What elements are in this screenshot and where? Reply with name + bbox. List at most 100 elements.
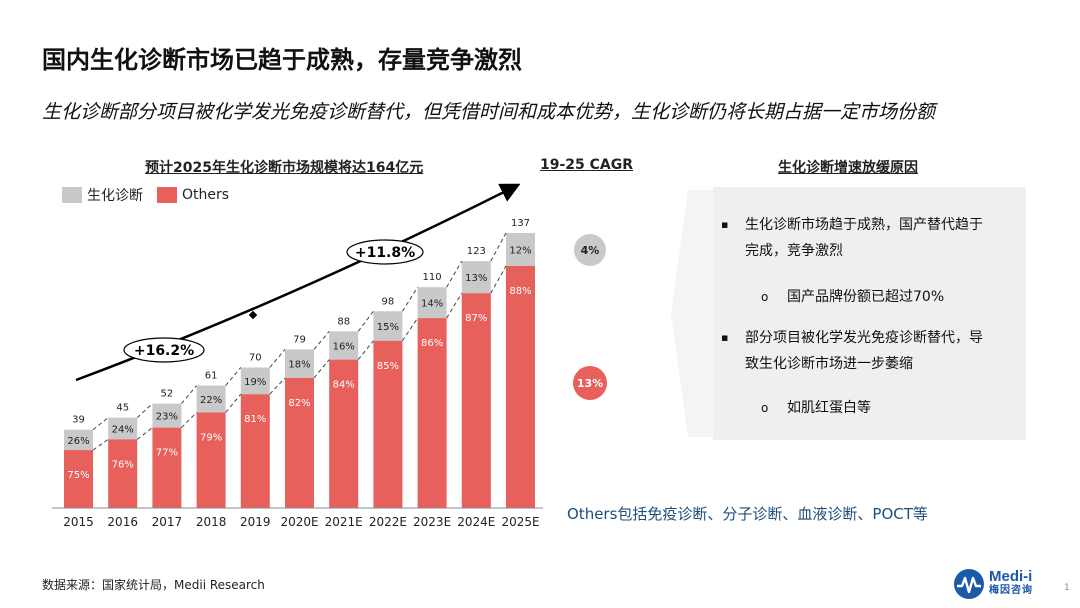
bar-segment-biochem xyxy=(64,429,93,451)
data-label-biochem-share: 15% xyxy=(377,322,399,333)
cagr-circle-biochem xyxy=(574,234,606,266)
legend-item-biochem: 生化诊断 xyxy=(62,185,143,205)
data-label-total: 110 xyxy=(423,272,442,283)
data-label-total: 61 xyxy=(205,371,218,382)
legend-item-others: Others xyxy=(157,187,229,203)
connector-line-total xyxy=(357,310,374,332)
bar-segment-others xyxy=(240,394,270,508)
data-label-biochem-share: 26% xyxy=(67,436,89,447)
data-label-total: 70 xyxy=(249,352,262,363)
legend-label-biochem: 生化诊断 xyxy=(87,188,143,204)
data-label-others-share: 79% xyxy=(200,432,222,443)
slide-title: 国内生化诊断市场已趋于成熟，存量竞争激烈 xyxy=(42,46,522,74)
trend-break-marker xyxy=(248,310,258,320)
legend-swatch-others xyxy=(157,187,177,203)
square-bullet-icon: ▪ xyxy=(721,331,729,344)
data-label-total: 79 xyxy=(293,334,306,345)
growth-label-1: +16.2% xyxy=(134,343,194,359)
reason-item-1-line2: 完成，竞争激烈 xyxy=(745,243,843,259)
data-label-others-share: 87% xyxy=(465,313,487,324)
data-source: 数据来源：国家统计局，Medii Research xyxy=(42,578,265,592)
data-label-total: 52 xyxy=(161,389,174,400)
others-footnote: Others包括免疫诊断、分子诊断、血液诊断、POCT等 xyxy=(567,505,928,523)
x-tick-label: 2022E xyxy=(369,515,407,529)
data-label-biochem-share: 16% xyxy=(333,341,355,352)
x-tick-label: 2021E xyxy=(325,515,363,529)
data-label-others-share: 86% xyxy=(421,338,443,349)
data-label-biochem-share: 12% xyxy=(509,246,531,257)
data-label-others-share: 84% xyxy=(333,380,355,391)
x-tick-label: 2016 xyxy=(107,515,138,529)
page-number: 1 xyxy=(1064,583,1070,593)
data-label-others-share: 77% xyxy=(156,448,178,459)
x-tick-label: 2024E xyxy=(457,515,495,529)
data-label-biochem-share: 13% xyxy=(465,273,487,284)
connector-line-total xyxy=(446,260,463,288)
bar-segment-biochem xyxy=(461,261,491,294)
chart-legend: 生化诊断 Others xyxy=(62,185,243,205)
connector-line-split xyxy=(136,427,153,440)
bar-segment-biochem xyxy=(196,385,226,413)
data-label-total: 137 xyxy=(511,218,530,229)
connector-line-split xyxy=(92,438,109,451)
reasons-title: 生化诊断增速放缓原因 xyxy=(778,160,918,176)
growth-label-badge-1 xyxy=(123,337,205,363)
x-tick-label: 2019 xyxy=(240,515,271,529)
connector-line-split xyxy=(446,292,463,319)
bar-segment-others xyxy=(417,318,447,508)
bar-segment-biochem xyxy=(240,367,270,395)
connector-line-total xyxy=(92,417,109,431)
company-logo: Medi-i 梅因咨询 xyxy=(953,568,1033,600)
circle-bullet-icon: o xyxy=(761,290,769,304)
growth-label-badge-2 xyxy=(346,239,424,265)
cagr-value-biochem: 4% xyxy=(581,244,600,257)
bar-segment-others xyxy=(108,439,138,508)
connector-line-split xyxy=(357,340,374,360)
connector-line-total xyxy=(490,232,507,262)
connector-line-total xyxy=(181,385,197,404)
bar-segment-biochem xyxy=(373,311,403,341)
growth-label-2: +11.8% xyxy=(355,245,415,261)
circle-bullet-icon: o xyxy=(761,401,769,415)
connector-line-total xyxy=(225,367,242,386)
reason-subitem-1-text: 国产品牌份额已超过70% xyxy=(787,289,945,305)
connector-line-split xyxy=(401,317,419,342)
data-label-biochem-share: 18% xyxy=(288,360,310,371)
data-label-total: 45 xyxy=(116,403,129,414)
bar-segment-others xyxy=(152,427,182,508)
connector-line-split xyxy=(225,393,242,413)
data-label-total: 88 xyxy=(337,316,350,327)
x-tick-label: 2017 xyxy=(152,515,183,529)
reason-item-2-line2: 致生化诊断市场进一步萎缩 xyxy=(745,356,913,372)
x-tick-label: 2025E xyxy=(501,515,539,529)
data-label-others-share: 76% xyxy=(112,459,134,470)
x-tick-label: 2018 xyxy=(196,515,227,529)
bar-segment-biochem xyxy=(285,349,314,378)
chart-title: 预计2025年生化诊断市场规模将达164亿元 xyxy=(145,160,424,176)
bar-segment-biochem xyxy=(506,233,535,266)
reason-item-2-line1: 部分项目被化学发光免疫诊断替代，导 xyxy=(745,330,983,346)
cagr-value-others: 13% xyxy=(577,377,603,390)
reasons-pointer-arrow xyxy=(671,190,713,437)
data-label-others-share: 75% xyxy=(67,470,89,481)
bar-segment-biochem xyxy=(152,403,182,428)
connector-line-split xyxy=(313,359,330,379)
reason-subitem-2-text: 如肌红蛋白等 xyxy=(787,400,871,416)
bar-segment-others xyxy=(506,266,535,508)
reasons-panel: ▪ 生化诊断市场趋于成熟，国产替代趋于 完成，竞争激烈 o 国产品牌份额已超过7… xyxy=(713,187,1026,440)
connector-line-split xyxy=(269,377,286,395)
data-label-biochem-share: 19% xyxy=(244,377,266,388)
square-bullet-icon: ▪ xyxy=(721,218,729,231)
data-label-biochem-share: 24% xyxy=(112,425,134,436)
data-label-total: 123 xyxy=(467,246,486,257)
bar-segment-others xyxy=(461,293,491,508)
connector-line-split xyxy=(490,265,507,294)
connector-line-total xyxy=(313,331,330,350)
data-label-biochem-share: 22% xyxy=(200,395,222,406)
data-label-others-share: 88% xyxy=(509,286,531,297)
data-label-others-share: 82% xyxy=(288,398,310,409)
bar-segment-others xyxy=(285,377,314,508)
legend-label-others: Others xyxy=(182,187,230,203)
x-tick-label: 2023E xyxy=(413,515,451,529)
connector-line-total xyxy=(269,349,286,368)
